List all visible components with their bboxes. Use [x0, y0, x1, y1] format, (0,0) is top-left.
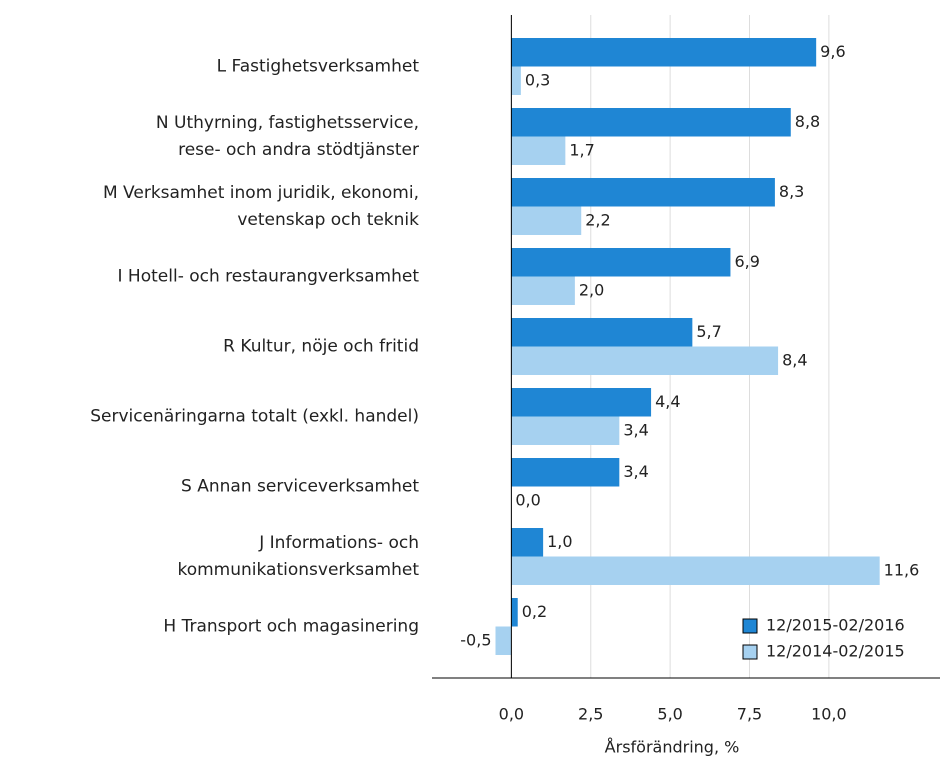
- legend-swatch: [742, 618, 758, 634]
- value-label: 0,0: [515, 490, 540, 509]
- bar: [511, 276, 575, 305]
- x-tick-label: 2,5: [578, 705, 603, 724]
- value-label: 2,2: [585, 210, 610, 229]
- value-label: 2,0: [579, 280, 604, 299]
- category-label: Servicenäringarna totalt (exkl. handel): [90, 406, 419, 426]
- legend-label: 12/2014-02/2015: [766, 642, 905, 661]
- category-label: H Transport och magasinering: [163, 616, 419, 636]
- category-label: J Informations- och kommunikationsverksa…: [177, 532, 419, 580]
- value-label: 8,3: [779, 182, 804, 201]
- value-label: 4,4: [655, 392, 680, 411]
- bar: [511, 38, 817, 67]
- bar: [511, 388, 652, 417]
- value-label: 5,7: [696, 322, 721, 341]
- x-tick-label: 7,5: [737, 705, 762, 724]
- value-label: -0,5: [460, 630, 491, 649]
- value-label: 1,0: [547, 532, 572, 551]
- x-axis-title: Årsförändring, %: [605, 738, 740, 757]
- bar: [511, 346, 779, 375]
- category-label: R Kultur, nöje och fritid: [223, 336, 419, 356]
- legend-label: 12/2015-02/2016: [766, 616, 905, 635]
- bar: [511, 206, 582, 235]
- bar: [511, 458, 620, 487]
- bar: [511, 528, 544, 557]
- bar: [511, 416, 620, 445]
- legend-swatch: [742, 644, 758, 660]
- category-label: I Hotell- och restaurangverksamhet: [117, 266, 419, 286]
- bar: [511, 108, 791, 137]
- value-label: 9,6: [820, 42, 845, 61]
- value-label: 11,6: [884, 560, 920, 579]
- x-tick-label: 5,0: [657, 705, 682, 724]
- bar: [511, 556, 880, 585]
- bar: [511, 248, 731, 277]
- bar: [511, 598, 518, 627]
- bar: [511, 178, 775, 207]
- value-label: 3,4: [623, 420, 648, 439]
- category-label: N Uthyrning, fastighetsservice, rese- oc…: [155, 112, 419, 160]
- x-tick-label: 0,0: [499, 705, 524, 724]
- category-label: L Fastighetsverksamhet: [216, 56, 419, 76]
- bar: [495, 626, 512, 655]
- value-label: 8,8: [795, 112, 820, 131]
- value-label: 3,4: [623, 462, 648, 481]
- value-label: 0,2: [522, 602, 547, 621]
- bar: [511, 136, 566, 165]
- bar: [511, 318, 693, 347]
- value-label: 6,9: [734, 252, 759, 271]
- value-label: 8,4: [782, 350, 807, 369]
- value-label: 1,7: [569, 140, 594, 159]
- x-tick-label: 10,0: [811, 705, 847, 724]
- bar: [511, 66, 521, 95]
- category-label: M Verksamhet inom juridik, ekonomi, vete…: [102, 182, 419, 230]
- category-label: S Annan serviceverksamhet: [181, 476, 419, 496]
- value-label: 0,3: [525, 70, 550, 89]
